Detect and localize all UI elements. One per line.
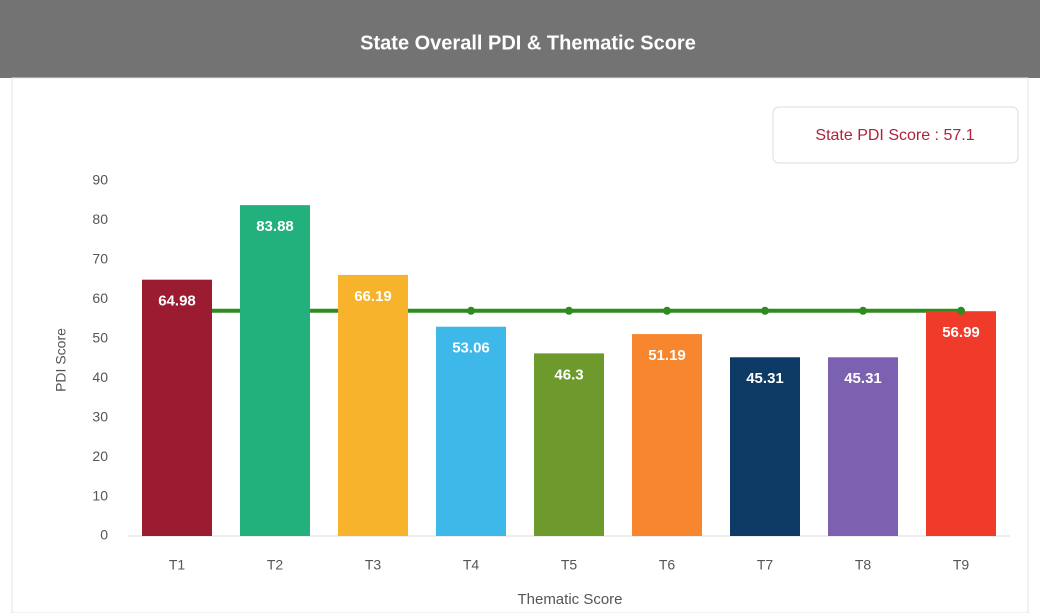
x-tick-label: T6 (659, 557, 676, 573)
pdi-badge (772, 106, 1019, 164)
x-tick-label: T9 (953, 557, 970, 573)
y-tick-label: 80 (92, 211, 108, 227)
y-tick-label: 70 (92, 251, 108, 267)
x-tick-label: T1 (169, 557, 186, 573)
y-tick-label: 40 (92, 369, 108, 385)
bar (730, 357, 800, 536)
x-tick-label: T7 (757, 557, 774, 573)
value-label: 66.19 (354, 288, 392, 305)
x-axis-label: Thematic Score (517, 591, 622, 608)
y-tick-label: 10 (92, 487, 108, 503)
x-tick-label: T8 (855, 557, 872, 573)
y-tick-label: 90 (92, 172, 108, 188)
bar (142, 279, 212, 536)
value-label: 64.98 (158, 293, 196, 310)
value-label: 46.3 (554, 366, 583, 383)
value-label: 56.99 (942, 324, 980, 341)
bar (926, 311, 996, 536)
x-tick-label: T4 (463, 557, 480, 573)
pdi-marker (663, 306, 671, 315)
bar (436, 326, 506, 536)
bar (828, 357, 898, 536)
pdi-badge-text: State PDI Score : 57.1 (815, 127, 974, 144)
pdi-marker (565, 306, 573, 315)
y-axis-label: PDI Score (53, 328, 69, 392)
value-label: 83.88 (256, 218, 294, 235)
value-label: 45.31 (746, 370, 784, 387)
bar (338, 274, 408, 536)
x-tick-label: T5 (561, 557, 578, 573)
value-label: 45.31 (844, 370, 882, 387)
bar (632, 334, 702, 536)
y-tick-label: 50 (92, 329, 108, 345)
bar (240, 205, 310, 536)
y-tick-label: 0 (100, 527, 108, 543)
x-tick-label: T3 (365, 557, 382, 573)
pdi-marker (761, 306, 769, 315)
y-tick-label: 30 (92, 408, 108, 424)
pdi-value: 57.1 (943, 127, 974, 144)
pdi-marker (859, 306, 867, 315)
chart-title: State Overall PDI & Thematic Score (360, 32, 696, 54)
pdi-marker (957, 306, 965, 315)
x-tick-label: T2 (267, 557, 284, 573)
value-label: 51.19 (648, 347, 686, 364)
header-bar (0, 0, 1040, 78)
pdi-label: State PDI Score : (815, 127, 939, 144)
value-label: 53.06 (452, 340, 490, 357)
y-tick-label: 20 (92, 448, 108, 464)
y-tick-label: 60 (92, 290, 108, 306)
bar (534, 353, 604, 536)
pdi-marker (467, 306, 475, 315)
